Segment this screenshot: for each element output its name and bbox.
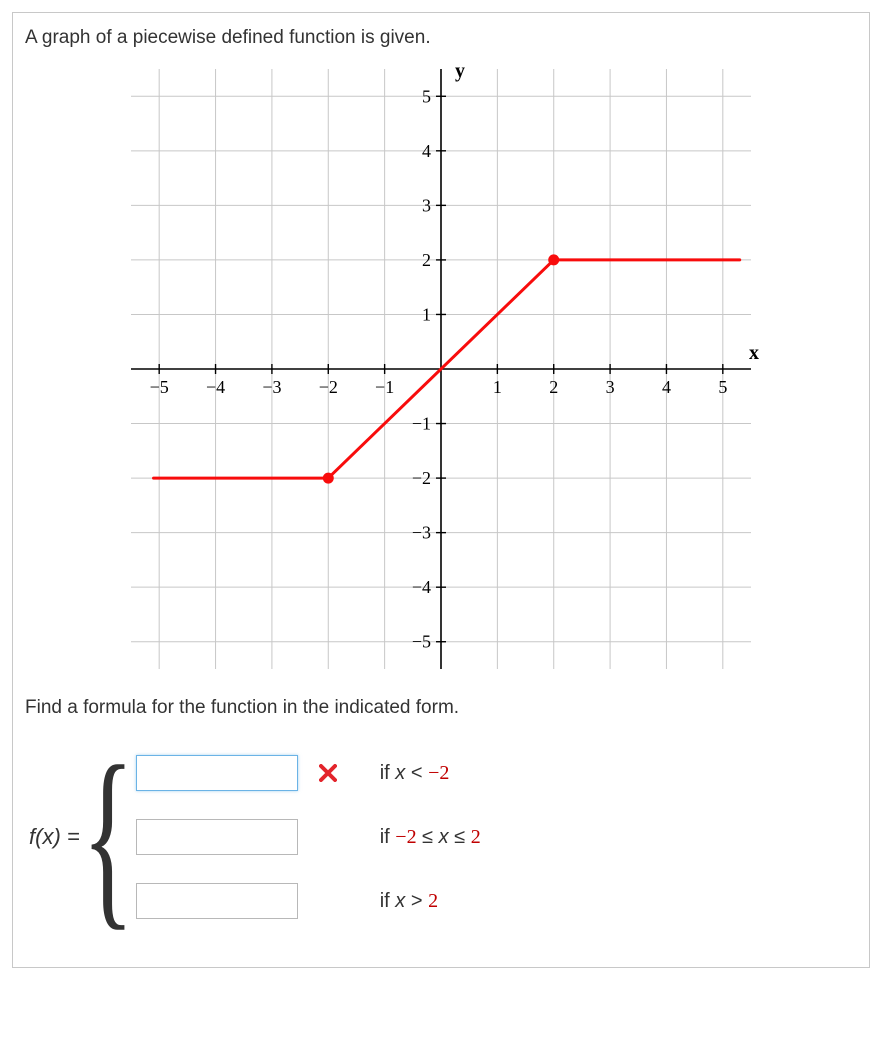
svg-text:−5: −5 — [412, 632, 431, 652]
svg-text:−4: −4 — [206, 377, 225, 397]
answer-row-2: if −2 ≤ x ≤ 2 — [136, 819, 481, 855]
svg-text:1: 1 — [422, 304, 431, 324]
svg-text:2: 2 — [422, 250, 431, 270]
prompt-text-2: Find a formula for the function in the i… — [25, 697, 857, 719]
svg-text:1: 1 — [493, 377, 502, 397]
fx-label: f(x) = — [29, 824, 80, 850]
svg-text:x: x — [749, 342, 759, 364]
answer-input-1[interactable] — [136, 755, 298, 791]
x-icon — [319, 764, 337, 782]
svg-text:−1: −1 — [412, 414, 431, 434]
svg-text:4: 4 — [662, 377, 671, 397]
svg-text:5: 5 — [422, 86, 431, 106]
brace: { — [81, 737, 134, 937]
svg-text:−2: −2 — [319, 377, 338, 397]
answer-area: f(x) = { if x < −2 if — [29, 737, 857, 937]
answer-input-3[interactable] — [136, 883, 298, 919]
svg-text:2: 2 — [549, 377, 558, 397]
graph-svg: −5 −4 −3 −2 −1 1 2 3 4 5 −5 −4 −3 −2 −1 1 2 3 4 5 y x — [121, 59, 761, 679]
answer-row-3: if x > 2 — [136, 883, 481, 919]
answer-input-2[interactable] — [136, 819, 298, 855]
piecewise-graph: −5 −4 −3 −2 −1 1 2 3 4 5 −5 −4 −3 −2 −1 1 2 3 4 5 y x — [121, 59, 761, 679]
svg-text:y: y — [455, 60, 465, 82]
svg-text:5: 5 — [718, 377, 727, 397]
condition-2: if −2 ≤ x ≤ 2 — [380, 826, 481, 849]
svg-text:3: 3 — [422, 195, 431, 215]
answer-row-1: if x < −2 — [136, 755, 481, 791]
svg-text:−3: −3 — [262, 377, 281, 397]
prompt-text: A graph of a piecewise defined function … — [25, 27, 857, 49]
svg-text:3: 3 — [606, 377, 615, 397]
wrong-mark-1 — [310, 764, 346, 782]
condition-1: if x < −2 — [380, 762, 450, 785]
svg-text:−5: −5 — [150, 377, 169, 397]
svg-text:−4: −4 — [412, 577, 431, 597]
svg-text:−3: −3 — [412, 523, 431, 543]
svg-text:−1: −1 — [375, 377, 394, 397]
graph-area: −5 −4 −3 −2 −1 1 2 3 4 5 −5 −4 −3 −2 −1 1 2 3 4 5 y x — [25, 59, 857, 679]
svg-text:4: 4 — [422, 141, 431, 161]
svg-text:−2: −2 — [412, 468, 431, 488]
condition-3: if x > 2 — [380, 890, 438, 913]
